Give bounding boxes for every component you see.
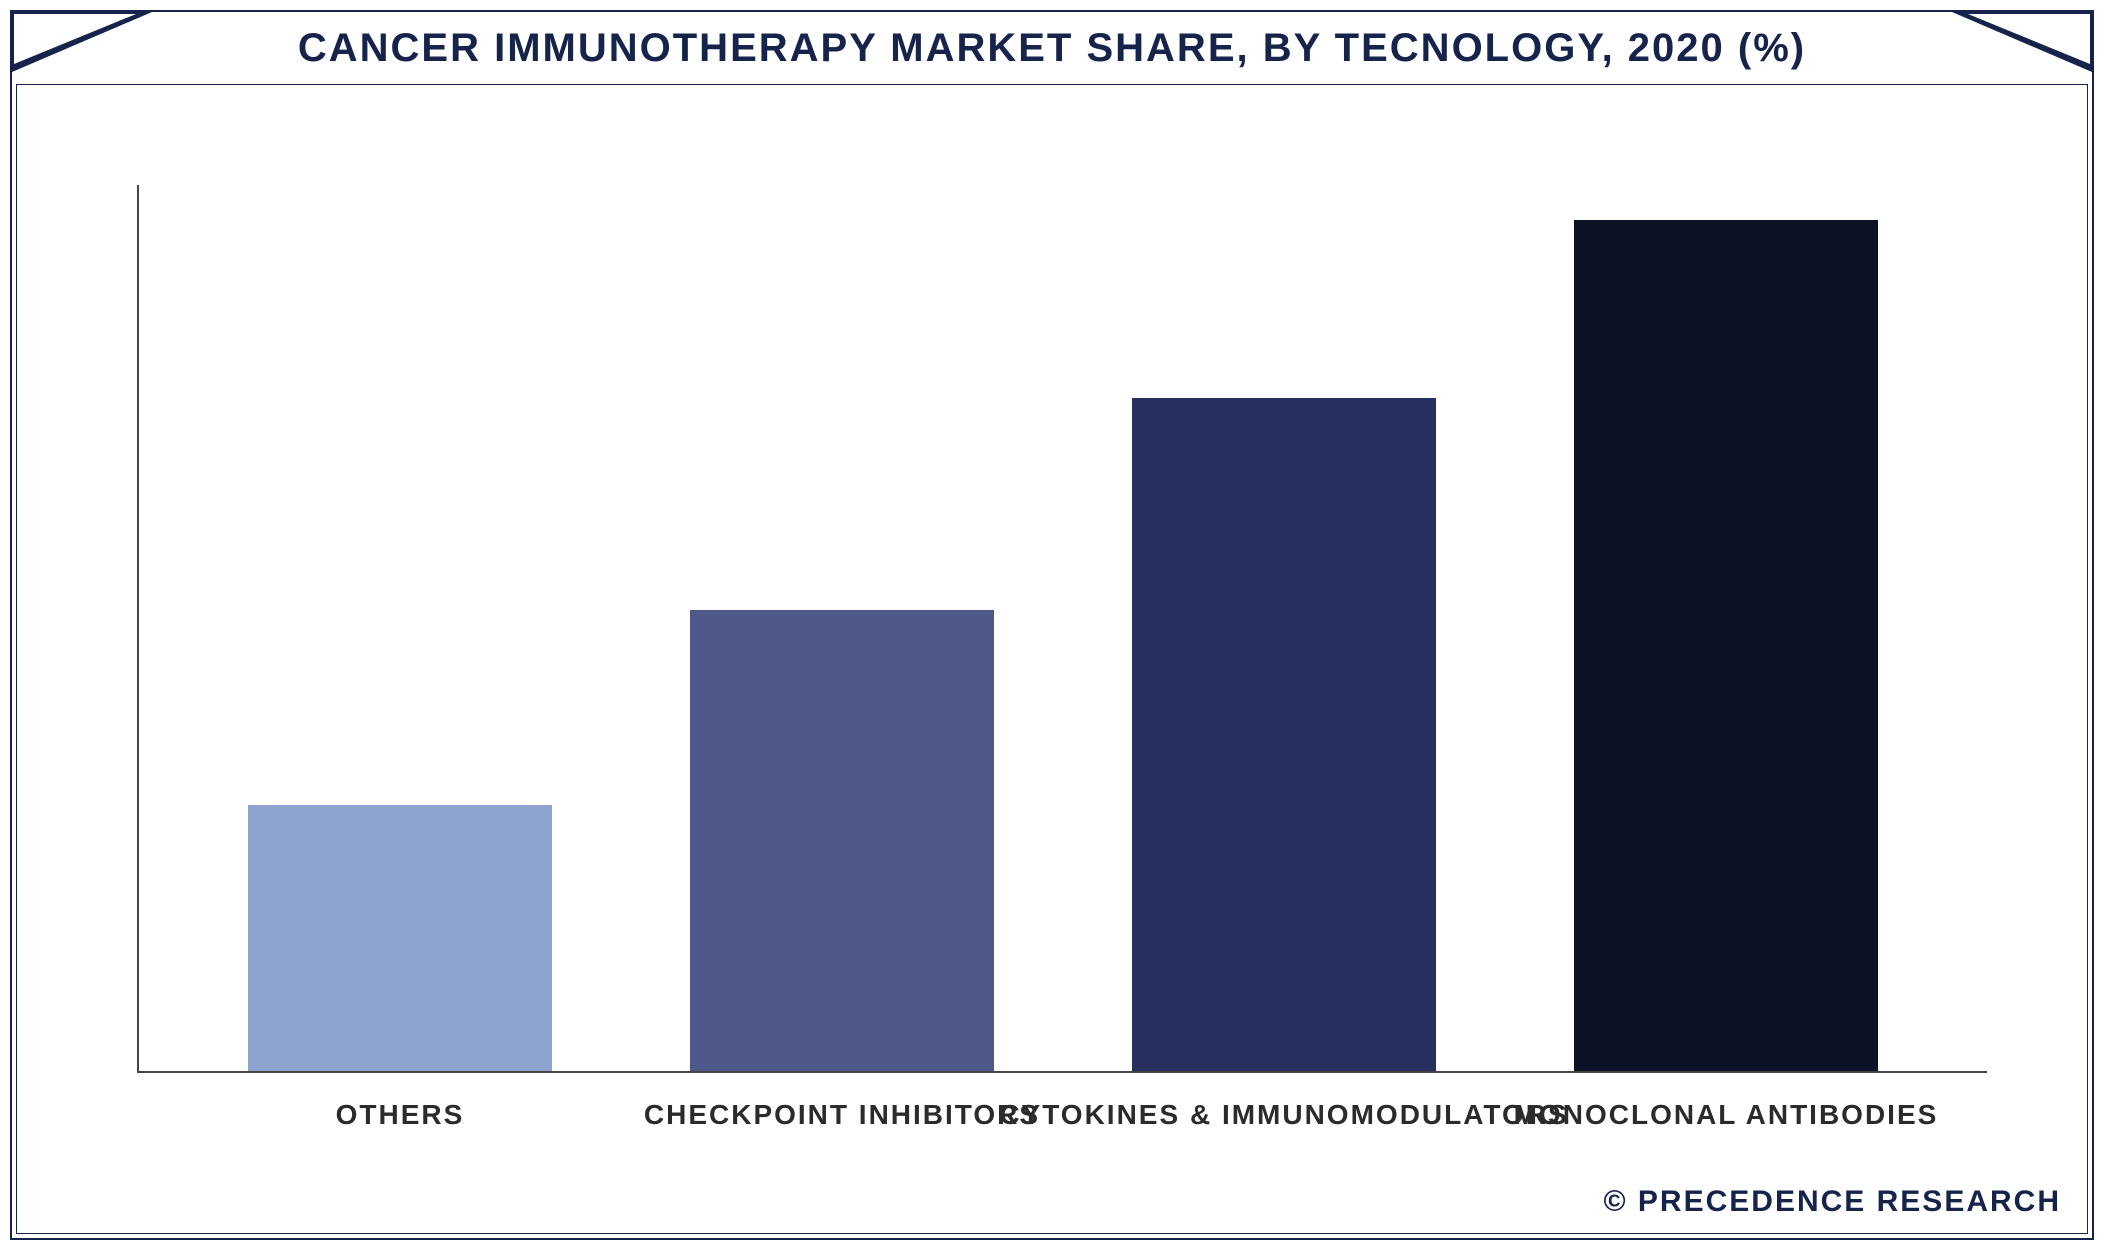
bar-others: OTHERS: [206, 185, 595, 1071]
chart-frame: CANCER IMMUNOTHERAPY MARKET SHARE, BY TE…: [10, 10, 2094, 1240]
bar-monoclonal: MONOCLONAL ANTIBODIES: [1532, 185, 1921, 1071]
xlabel-monoclonal: MONOCLONAL ANTIBODIES: [1415, 1097, 2037, 1132]
plot-area: OTHERS CHECKPOINT INHIBITORS CYTOKINES &…: [137, 185, 1987, 1073]
chart-body: OTHERS CHECKPOINT INHIBITORS CYTOKINES &…: [16, 84, 2088, 1234]
chart-title: CANCER IMMUNOTHERAPY MARKET SHARE, BY TE…: [298, 26, 1806, 71]
corner-slash-top-right: [1968, 14, 2090, 64]
bar-rect-monoclonal: [1574, 220, 1877, 1071]
bar-rect-checkpoint: [690, 610, 993, 1071]
bar-checkpoint: CHECKPOINT INHIBITORS: [648, 185, 1037, 1071]
bar-cytokines: CYTOKINES & IMMUNOMODULATORS: [1090, 185, 1479, 1071]
bar-rect-cytokines: [1132, 398, 1435, 1071]
corner-slash-top-left: [14, 14, 136, 64]
title-band: CANCER IMMUNOTHERAPY MARKET SHARE, BY TE…: [12, 12, 2092, 84]
bar-rect-others: [248, 805, 551, 1071]
source-credit: © PRECEDENCE RESEARCH: [1603, 1185, 2061, 1219]
